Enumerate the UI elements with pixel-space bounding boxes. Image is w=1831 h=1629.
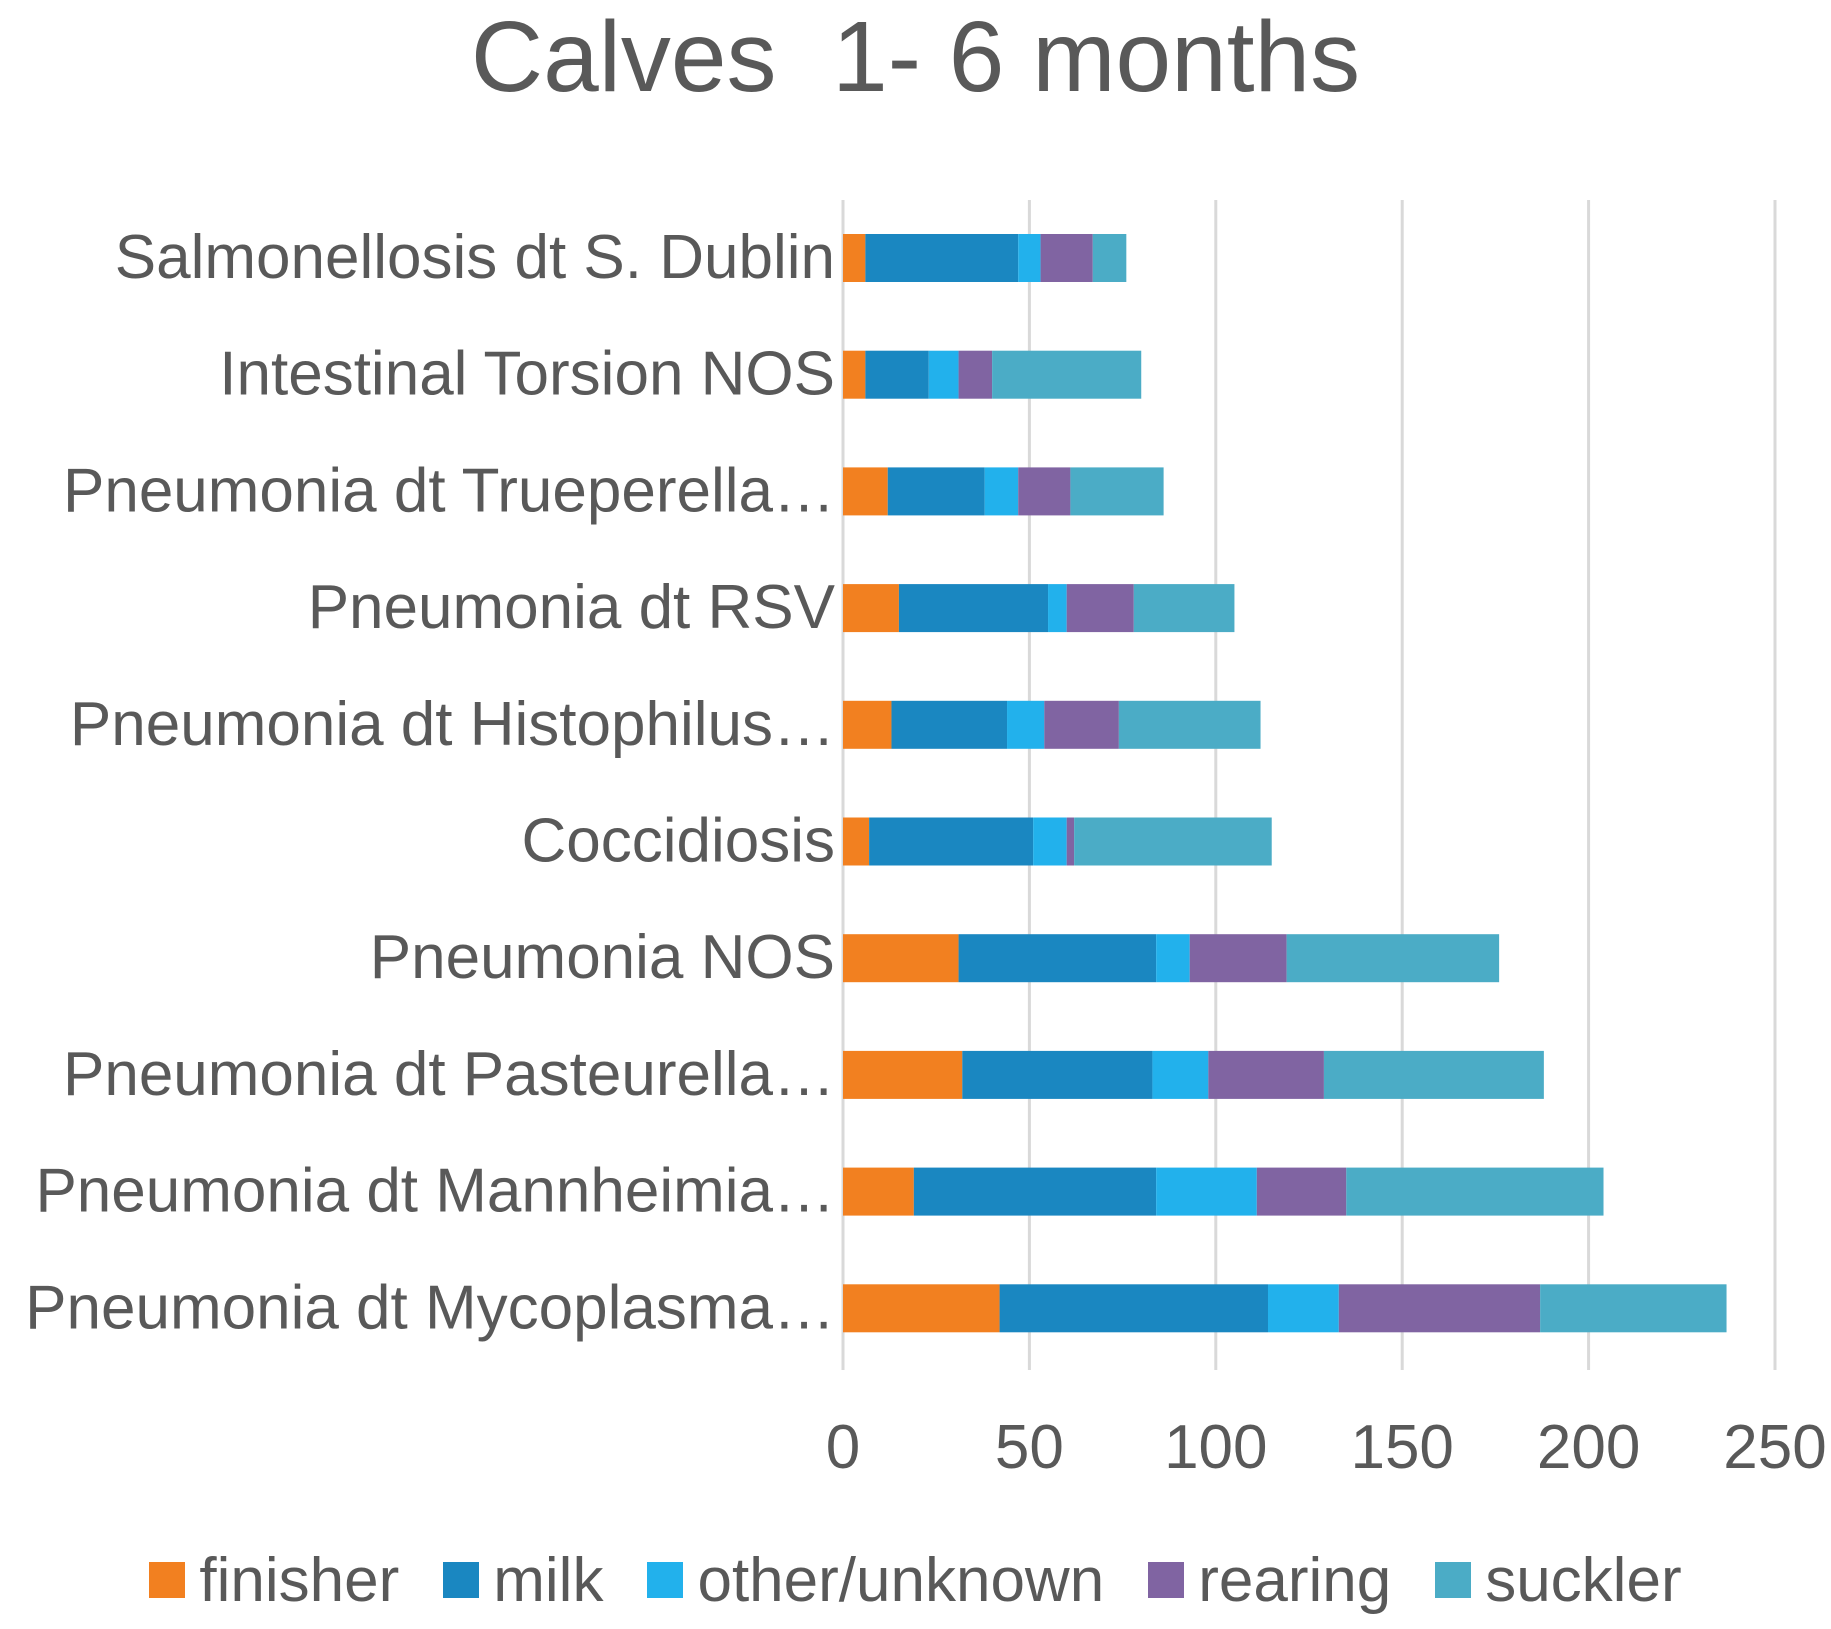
bar-segment-other-unknown [1152,1050,1209,1099]
x-tick-label: 150 [1350,1413,1453,1482]
y-category-label: Pneumonia dt Mannheimia… [35,1157,835,1226]
bar-segment-milk [865,350,929,399]
bar-segment-other-unknown [1267,1284,1339,1333]
x-tick-label: 0 [826,1413,860,1482]
bar-segment-finisher [843,1284,1000,1333]
bar-segment-rearing [1338,1284,1541,1333]
y-category-label: Coccidiosis [521,807,835,876]
bar-segment-other-unknown [1018,234,1041,282]
legend-label: other/unknown [697,1545,1105,1615]
y-category-label: Pneumonia dt Mycoplasma… [25,1273,835,1342]
legend-item: finisher [149,1545,399,1616]
bar-segment-milk [999,1284,1268,1333]
bar-segment-suckler [1323,1050,1544,1099]
bar-segment-milk [913,1167,1157,1216]
y-category-label: Pneumonia dt Histophilus… [70,690,835,759]
bar-segment-milk [887,467,985,516]
bar-segment-finisher [843,1167,914,1216]
bar-segment-other-unknown [1156,934,1190,983]
bar-segment-milk [865,234,1019,282]
bar-segment-suckler [1540,1284,1727,1333]
bar-segment-suckler [1133,584,1235,633]
bar-segment-other-unknown [1007,700,1045,749]
bar-segment-rearing [1018,467,1071,516]
bar-segment-milk [898,584,1049,633]
legend-item: milk [443,1545,603,1616]
bar-segment-rearing [1040,234,1093,282]
legend-swatch [149,1562,186,1598]
y-category-label: Pneumonia dt Pasteurella… [63,1040,835,1109]
bar-segment-finisher [843,700,892,749]
bar-segment-finisher [843,467,888,516]
legend-label: milk [493,1545,604,1615]
bar-segment-suckler [1070,467,1164,516]
chart-plot-area: 0 50 100 150 200 250 Salmonellosis dt S. Dubli… [25,200,1827,1482]
bar-segment-rearing [1044,700,1119,749]
bar-segment-milk [962,1050,1153,1099]
bar-segment-other-unknown [928,350,959,399]
chart-legend: finisher milk other/unknown rearing suckler [0,1540,1831,1620]
bar-segment-milk [891,700,1008,749]
y-category-label: Pneumonia dt Trueperella… [63,456,835,525]
x-tick-label: 250 [1723,1413,1826,1482]
bar-segment-other-unknown [1156,1167,1257,1216]
bar-segment-other-unknown [1048,584,1067,633]
chart-title: Calves 1- 6 months [470,1,1361,113]
legend-swatch [1148,1562,1185,1598]
legend-swatch [443,1562,480,1598]
bar-segment-suckler [1118,700,1261,749]
x-tick-label: 50 [995,1413,1064,1482]
bar-segment-suckler [1286,934,1500,983]
bar-segment-suckler [992,350,1142,399]
legend-swatch [647,1562,684,1598]
y-category-label: Pneumonia dt RSV [308,573,836,642]
legend-item: other/unknown [647,1545,1104,1616]
bar-segment-rearing [1189,934,1287,983]
bar-segment-suckler [1074,817,1272,866]
x-tick-label: 100 [1164,1413,1267,1482]
legend-item: rearing [1148,1545,1391,1616]
bar-segment-rearing [1208,1050,1324,1099]
bar-segment-suckler [1346,1167,1604,1216]
bar-segment-other-unknown [984,467,1019,516]
bar-segment-finisher [843,1050,963,1099]
y-category-label: Pneumonia NOS [370,923,835,992]
bar-segment-finisher [843,584,899,633]
legend-label: rearing [1198,1545,1392,1615]
bar-segment-finisher [843,934,959,983]
bar-segment-finisher [843,234,866,282]
legend-swatch [1435,1562,1472,1598]
bar-segment-other-unknown [1033,817,1067,866]
bar-segment-rearing [1066,817,1075,866]
bar-segment-suckler [1092,234,1127,282]
bar-segment-rearing [1066,584,1134,633]
y-category-label: Salmonellosis dt S. Dublin [115,223,835,292]
bar-segment-finisher [843,817,870,866]
legend-item: suckler [1435,1545,1682,1616]
bar-segment-milk [958,934,1157,983]
x-tick-label: 200 [1537,1413,1640,1482]
bar-segment-rearing [958,350,993,399]
bar-segment-finisher [843,350,866,399]
y-category-label: Intestinal Torsion NOS [219,340,835,409]
bar-segment-milk [869,817,1034,866]
legend-label: suckler [1485,1545,1682,1615]
legend-label: finisher [199,1545,400,1615]
bar-segment-rearing [1256,1167,1347,1216]
